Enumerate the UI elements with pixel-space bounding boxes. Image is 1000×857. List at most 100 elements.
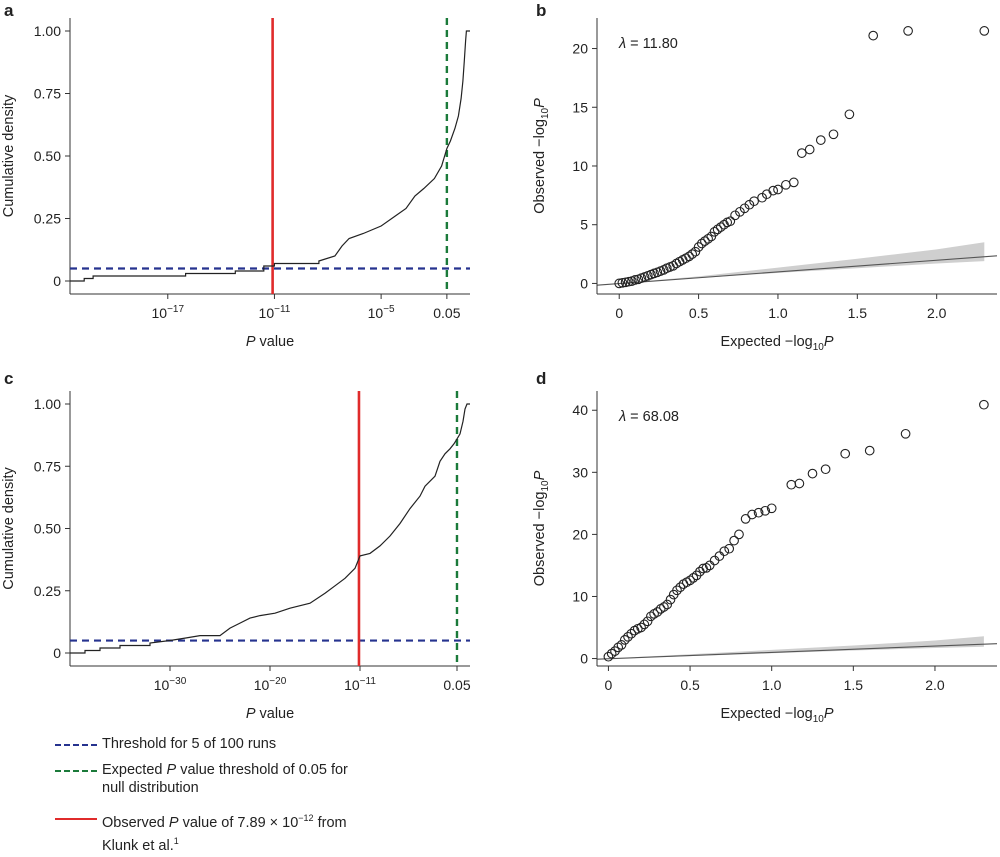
cdf-series-line (70, 403, 470, 654)
qq-point (828, 129, 839, 140)
y-tick-label: 10 (572, 588, 588, 604)
y-tick-label: 0.75 (34, 86, 61, 102)
qq-point (766, 503, 777, 514)
panel-label-d: d (536, 369, 546, 388)
qq-point (796, 148, 807, 158)
confidence-band (608, 636, 984, 659)
qq-point (652, 607, 663, 617)
x-tick-label: 1.5 (848, 305, 868, 321)
qq-point (613, 642, 624, 653)
confidence-band (619, 242, 985, 284)
qq-point (804, 144, 815, 155)
y-axis-label: Cumulative density (1, 94, 17, 217)
y-tick-label: 0.25 (34, 211, 61, 227)
qq-point (687, 249, 698, 259)
y-tick-label: 1.00 (34, 396, 61, 412)
qq-point (730, 210, 740, 221)
qq-point (749, 196, 759, 207)
qq-point (781, 179, 791, 190)
qq-point (614, 278, 625, 289)
panel-label-a: a (4, 1, 14, 20)
x-axis-label: Expected −log10P (720, 706, 833, 725)
qq-point (684, 251, 694, 262)
panel-b-qq: 0 5 10 15 20 0 0.5 1.0 1.5 2.0 λ = 11.80 Expected −… (532, 18, 998, 353)
qq-point (864, 445, 875, 456)
y-tick-label: 0 (580, 275, 588, 291)
y-tick-label: 20 (572, 526, 588, 542)
x-tick-label: 0.05 (443, 677, 470, 693)
y-tick-label: 40 (572, 402, 588, 418)
qq-point (662, 599, 673, 610)
qq-point (619, 635, 630, 645)
qq-point (685, 575, 695, 586)
qq-point (701, 563, 712, 573)
qq-point (623, 631, 633, 642)
qq-point (659, 602, 669, 612)
y-tick-label: 20 (572, 41, 588, 57)
qq-point (639, 619, 650, 630)
qq-point (714, 551, 725, 561)
x-tick-label: 10−5 (368, 304, 395, 321)
qq-point (794, 478, 805, 489)
y-tick-label: 0.50 (34, 148, 61, 164)
x-axis-label: P value (246, 706, 294, 722)
legend: Threshold for 5 of 100 runs Expected P v… (50, 735, 470, 857)
y-tick-label: 0 (53, 273, 61, 289)
x-tick-label: 10−11 (344, 676, 376, 693)
qq-point (815, 135, 826, 145)
x-axis-label: Expected −log10P (720, 334, 833, 353)
qq-point (616, 640, 627, 650)
panel-d-qq: 0 10 20 30 40 0 0.5 1.0 1.5 2.0 λ = 68.08 Expected … (532, 391, 998, 725)
qq-point (979, 26, 990, 36)
y-tick-label: 10 (572, 158, 588, 174)
legend-item-threshold: Threshold for 5 of 100 runs (50, 735, 470, 755)
y-axis-label: Cumulative density (1, 467, 17, 590)
qq-point (642, 616, 653, 627)
qq-point (979, 399, 989, 410)
x-tick-label: 1.0 (768, 305, 788, 321)
lambda-annotation: λ = 68.08 (618, 409, 679, 425)
panel-label-b: b (536, 1, 546, 20)
qq-point (698, 563, 708, 574)
y-axis-label: Observed −log10P (532, 98, 551, 214)
x-tick-label: 0 (605, 677, 613, 693)
qq-point (606, 648, 617, 659)
x-tick-label: 0.5 (680, 677, 700, 693)
x-tick-label: 0.5 (689, 305, 709, 321)
qq-point (675, 582, 686, 593)
panel-label-c: c (4, 369, 13, 388)
qq-point (630, 275, 640, 285)
x-tick-label: 1.5 (844, 677, 864, 693)
legend-item-expected: Expected P value threshold of 0.05 for nu… (50, 761, 470, 809)
x-tick-label: 10−20 (254, 676, 287, 693)
qq-point (786, 479, 797, 490)
x-axis-label: P value (246, 334, 294, 350)
qq-point (696, 238, 707, 249)
qq-point (868, 30, 879, 41)
y-tick-label: 0.25 (34, 583, 61, 599)
qq-point (773, 184, 783, 195)
qq-point (768, 185, 779, 196)
qq-point (703, 233, 713, 244)
expected-line (596, 643, 998, 660)
qq-point (844, 109, 855, 120)
qq-point (725, 216, 736, 227)
legend-item-observed: Observed P value of 7.89 × 10−12 from Klu… (50, 809, 470, 857)
expected-line (596, 255, 998, 286)
qq-point (719, 546, 730, 557)
qq-point (672, 585, 682, 596)
legend-label: Threshold for 5 of 100 runs (102, 736, 277, 752)
panel-a-cdf: 0 0.25 0.50 0.75 1.00 10−17 10−11 10−5 0.05 Cumul… (1, 18, 470, 350)
qq-point (617, 277, 628, 288)
y-tick-label: 30 (572, 464, 588, 480)
qq-point (709, 226, 720, 237)
y-tick-label: 0.50 (34, 521, 61, 537)
qq-point (760, 505, 771, 516)
y-tick-label: 0 (580, 651, 588, 667)
legend-label: Expected P value threshold of 0.05 for nu… (102, 762, 348, 796)
qq-point (626, 628, 637, 639)
y-tick-label: 5 (580, 217, 588, 233)
qq-point (665, 594, 676, 605)
legend-swatch-green-dashed (55, 770, 97, 772)
